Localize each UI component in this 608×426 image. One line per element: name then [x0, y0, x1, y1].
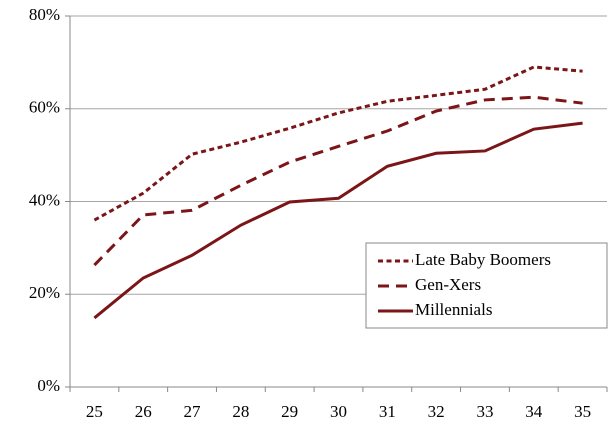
y-tick-label: 40% [29, 190, 60, 209]
x-tick-label: 28 [232, 402, 249, 421]
x-tick-label: 25 [86, 402, 103, 421]
series-line [93, 121, 583, 320]
x-tick-label: 35 [574, 402, 591, 421]
x-tick-label: 31 [379, 402, 396, 421]
x-tick-label: 30 [330, 402, 347, 421]
y-tick-label: 0% [37, 376, 60, 395]
x-tick-label: 26 [135, 402, 152, 421]
legend-label: Millennials [415, 300, 492, 319]
legend-label: Gen-Xers [415, 275, 481, 294]
x-tick-label: 34 [525, 402, 543, 421]
y-tick-label: 20% [29, 283, 60, 302]
x-tick-label: 32 [428, 402, 445, 421]
y-tick-label: 80% [29, 5, 60, 24]
x-tick-label: 27 [184, 402, 202, 421]
x-tick-label: 29 [281, 402, 298, 421]
legend-label: Late Baby Boomers [415, 250, 551, 269]
series-line [93, 95, 583, 267]
series-line [93, 65, 583, 222]
y-tick-label: 60% [29, 98, 60, 117]
x-tick-label: 33 [476, 402, 493, 421]
